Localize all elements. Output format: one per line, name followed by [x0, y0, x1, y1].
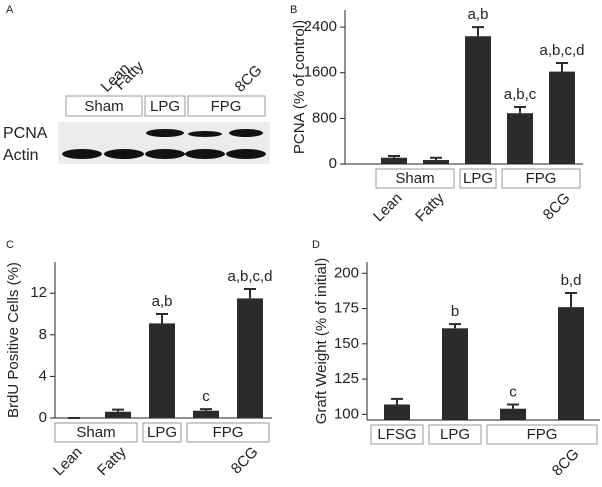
row-label: Actin [3, 147, 39, 164]
bar [442, 328, 468, 420]
panel-label: D [312, 239, 320, 251]
y-axis-label: PCNA (% of control) [291, 20, 308, 154]
bar [105, 411, 131, 418]
y-tick-label: 800 [312, 109, 337, 126]
y-tick-label: 2400 [304, 18, 337, 35]
y-axis-label: BrdU Positive Cells (%) [5, 262, 22, 418]
error-bar [112, 408, 124, 412]
bar [381, 157, 407, 164]
panel-label: A [6, 4, 14, 16]
x-tick-label: Lean [370, 190, 406, 226]
error-bar [507, 403, 519, 409]
group-label: LPG [463, 170, 493, 187]
error-bar [391, 397, 403, 405]
bar [149, 323, 175, 418]
annotation: c [509, 383, 517, 400]
x-tick-label: Lean [50, 444, 86, 480]
lane-label: 8CG [232, 62, 266, 96]
group-label: FPG [213, 424, 244, 441]
y-tick-label: 125 [334, 370, 359, 387]
y-tick-label: 200 [334, 264, 359, 281]
error-bar [244, 288, 256, 299]
bar [558, 307, 584, 420]
y-tick-label: 8 [39, 326, 47, 343]
x-tick-label: Fatty [412, 189, 448, 225]
group-box [375, 168, 455, 189]
y-tick-label: 12 [30, 284, 47, 301]
error-bar [472, 26, 484, 37]
group-box [142, 422, 182, 443]
group-box [501, 168, 581, 189]
group-label: Sham [395, 170, 434, 187]
group-label: LPG [147, 424, 177, 441]
group-box [144, 95, 186, 117]
annotation: a,b,c,d [227, 268, 272, 285]
annotation: b,d [561, 272, 582, 289]
x-tick-label: 8CG [549, 446, 583, 480]
group-box [65, 95, 143, 117]
group-label: FPG [527, 426, 558, 443]
y-tick-label: 0 [329, 155, 337, 172]
error-bar [430, 156, 442, 161]
bar [507, 113, 533, 164]
group-box [459, 168, 497, 189]
x-tick-label: Fatty [94, 443, 130, 479]
y-tick-label: 100 [334, 405, 359, 422]
group-label: LFSG [377, 426, 416, 443]
y-tick-label: 1600 [304, 64, 337, 81]
y-tick-label: 150 [334, 335, 359, 352]
error-bar [449, 323, 461, 329]
bar [500, 408, 526, 420]
blot-bands [62, 129, 266, 159]
bar [193, 410, 219, 418]
group-box [428, 424, 482, 445]
group-box [186, 422, 270, 443]
annotation: b [451, 303, 459, 320]
annotation: c [202, 388, 210, 405]
group-label: Sham [84, 98, 123, 115]
panel-label: B [290, 4, 297, 16]
bar [384, 404, 410, 420]
error-bar [388, 155, 400, 158]
x-tick-label: 8CG [228, 444, 262, 478]
bar [465, 36, 491, 164]
bar [423, 160, 449, 164]
group-box [54, 422, 138, 443]
group-label: LPG [440, 426, 470, 443]
error-bar [514, 105, 526, 114]
panel-label: C [6, 239, 14, 251]
annotation: a,b [152, 293, 173, 310]
annotation: a,b,c [504, 86, 537, 103]
y-tick-label: 4 [39, 367, 47, 384]
group-label: Sham [76, 424, 115, 441]
row-label: PCNA [3, 125, 48, 142]
bar [237, 298, 263, 418]
y-tick-label: 0 [39, 409, 47, 426]
error-bar [156, 313, 168, 324]
x-tick-label: 8CG [540, 190, 574, 224]
y-axis-label: Graft Weight (% of initial) [313, 258, 330, 424]
group-box [187, 95, 266, 117]
bar [549, 71, 575, 164]
group-label: FPG [211, 98, 242, 115]
group-label: LPG [150, 98, 180, 115]
y-tick-label: 175 [334, 300, 359, 317]
group-box [486, 424, 598, 445]
annotation: a,b [468, 6, 489, 23]
error-bar [200, 408, 212, 411]
annotation: a,b,c,d [539, 42, 584, 59]
group-label: FPG [526, 170, 557, 187]
error-bar [556, 62, 568, 72]
group-box [370, 424, 424, 445]
error-bar [565, 292, 577, 308]
